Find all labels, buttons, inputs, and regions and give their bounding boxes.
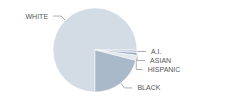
svg-text:HISPANIC: HISPANIC: [148, 66, 181, 73]
svg-text:WHITE: WHITE: [25, 13, 48, 20]
svg-text:ASIAN: ASIAN: [150, 57, 171, 64]
svg-text:BLACK: BLACK: [137, 84, 160, 91]
svg-text:A.I.: A.I.: [151, 48, 162, 55]
